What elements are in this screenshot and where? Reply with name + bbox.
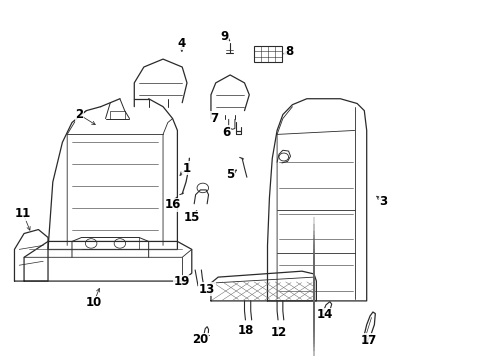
Text: 13: 13 [199, 283, 215, 296]
Text: 3: 3 [379, 195, 387, 208]
Text: 15: 15 [183, 211, 200, 224]
Text: 20: 20 [192, 333, 208, 346]
Text: 4: 4 [177, 37, 185, 50]
Text: 12: 12 [270, 326, 286, 339]
Text: 2: 2 [75, 108, 83, 121]
Text: 18: 18 [237, 324, 253, 337]
Text: 5: 5 [225, 167, 234, 181]
Text: 1: 1 [183, 162, 191, 175]
Text: 11: 11 [15, 207, 31, 220]
Text: 17: 17 [360, 334, 376, 347]
Bar [254, 46, 281, 62]
Text: 16: 16 [164, 198, 181, 211]
Text: 19: 19 [174, 275, 190, 288]
Text: 7: 7 [210, 112, 218, 125]
Text: 8: 8 [285, 45, 293, 58]
Text: 9: 9 [220, 30, 228, 42]
Text: 10: 10 [85, 296, 102, 309]
Text: 6: 6 [222, 126, 230, 139]
Text: 14: 14 [316, 308, 332, 321]
